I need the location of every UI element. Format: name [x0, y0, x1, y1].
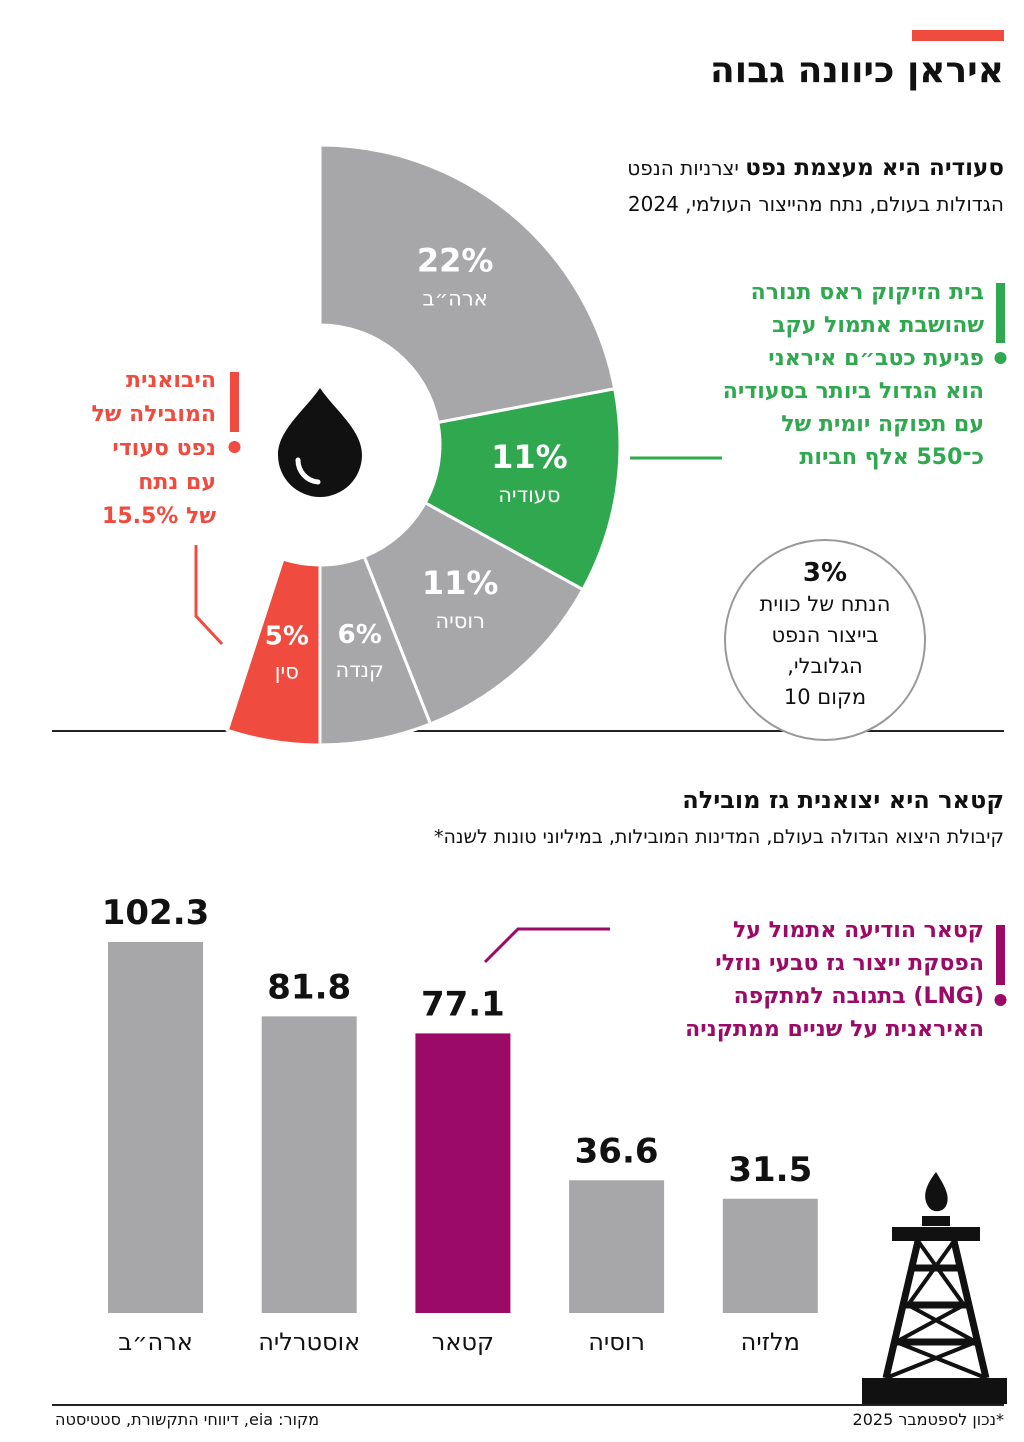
annotation: 3% הנתח של כווית בייצור הנפט הגלובלי, מקום 1…: [725, 558, 925, 713]
value-label: 36.6: [575, 1131, 659, 1171]
value-label: 102.3: [102, 893, 210, 933]
annotation-line: הוא הגדול ביותר בסעודיה: [722, 379, 984, 404]
pie-slice: [362, 500, 585, 726]
annotation-line: שהושבת אתמול עקב: [772, 313, 984, 338]
value-label: 31.5: [728, 1150, 812, 1190]
annotation-line: עם נתח: [138, 470, 216, 495]
chart-title: קטאר היא יצואנית גז מובילה: [682, 786, 1004, 814]
annotation-line: עם תפוקה יומית של: [781, 412, 984, 437]
pie-chart: 22% ארה״ב 11% סעודיה 11% רוסיה 6% קנדה 5% סין: [225, 143, 622, 747]
exclamation-icon: [994, 283, 1007, 364]
annotation-line: המובילה של: [91, 402, 216, 427]
callout-line: [194, 545, 224, 646]
source: מקור: eia, דיווחי התקשורת, סטטיסטה: [55, 1410, 320, 1429]
annotation-line: הגלובלי,: [787, 654, 863, 678]
bar: [261, 1016, 357, 1313]
category-label: סעודיה: [498, 483, 560, 507]
x-tick-label: מלזיה: [741, 1328, 800, 1356]
annotation-line: האיראנית על שניים ממתקניה: [685, 1017, 984, 1042]
annotation-line: של 15.5%: [102, 504, 216, 529]
oil-drop-icon: [278, 388, 362, 497]
annotation-line: בית הזיקוק ראס תנורה: [750, 280, 984, 305]
annotation-line: הפסקת ייצור גז טבעי נוזלי: [715, 951, 984, 976]
x-tick-label: ארה״ב: [118, 1328, 193, 1356]
x-tick-label: קטאר: [432, 1328, 494, 1356]
x-tick-label: רוסיה: [588, 1328, 645, 1356]
bar: [415, 1033, 511, 1313]
annotation: בית הזיקוק ראס תנורה שהושבת אתמול עקב פגיע…: [723, 276, 984, 474]
annotation-line: נפט סעודי: [112, 436, 216, 461]
annotation-line: כ־550 אלף חביות: [799, 445, 984, 470]
category-label: קנדה: [335, 658, 384, 682]
chart-title: סעודיה היא מעצמת נפט: [745, 155, 1004, 181]
annotation-line: קטאר הודיעה אתמול על: [732, 918, 984, 943]
category-label: ארה״ב: [422, 287, 487, 311]
page-title: איראן כיוונה גבוה: [710, 50, 1004, 91]
value-label: 22%: [417, 242, 494, 280]
pie-slice: [225, 557, 322, 747]
annotation: היבואנית המובילה של נפט סעודי עם נתח של 15.5…: [91, 364, 216, 534]
value-label: 11%: [491, 438, 568, 476]
bar-chart: 102.3 ארה״ב 81.8 אוסטרליה 77.1 קטאר 36.6 רוסיה 3…: [102, 893, 818, 1356]
pie-heading: סעודיה היא מעצמת נפט יצרניות הנפט הגדולו…: [564, 150, 1004, 222]
bar: [108, 942, 203, 1313]
value-label: 5%: [265, 621, 309, 651]
value-label: 77.1: [421, 984, 505, 1024]
annotation-line: היבואנית: [125, 368, 216, 393]
derrick-icon: [862, 1172, 1007, 1404]
annotation-line: בייצור הנפט: [771, 623, 879, 647]
annotation-line: פגיעת כטב״ם איראני: [768, 346, 984, 371]
value-label: 81.8: [267, 967, 351, 1007]
annotation: קטאר הודיעה אתמול על הפסקת ייצור גז טבעי …: [685, 914, 984, 1046]
annotation-line: מקום 10: [783, 685, 867, 709]
note: *נכון לספטמבר 2025: [852, 1410, 1004, 1429]
x-tick-label: אוסטרליה: [258, 1328, 360, 1356]
annotation-line: הנתח של כווית: [759, 592, 891, 616]
chart-subtitle: יצרניות הנפט הגדולות בעולם, נתח מהייצור …: [627, 156, 1004, 216]
annotation-line: 3%: [802, 558, 848, 588]
bar: [569, 1180, 665, 1313]
pie-slice: [423, 387, 622, 592]
bar: [722, 1198, 818, 1313]
category-label: סין: [275, 659, 299, 683]
value-label: 6%: [338, 620, 382, 650]
callout-line: [483, 927, 610, 964]
annotation-line: (LNG) בתגובה למתקפה: [733, 984, 984, 1009]
category-label: רוסיה: [435, 609, 485, 633]
chart-subtitle: קיבולת היצוא הגדולה בעולם, המדינות המובי…: [433, 826, 1004, 848]
accent-bar: [912, 30, 1004, 41]
pie-slice: [318, 143, 617, 425]
value-label: 11%: [422, 564, 499, 602]
kuwait-circle: [724, 539, 926, 741]
exclamation-icon: [994, 925, 1007, 1006]
exclamation-icon: [228, 372, 241, 453]
